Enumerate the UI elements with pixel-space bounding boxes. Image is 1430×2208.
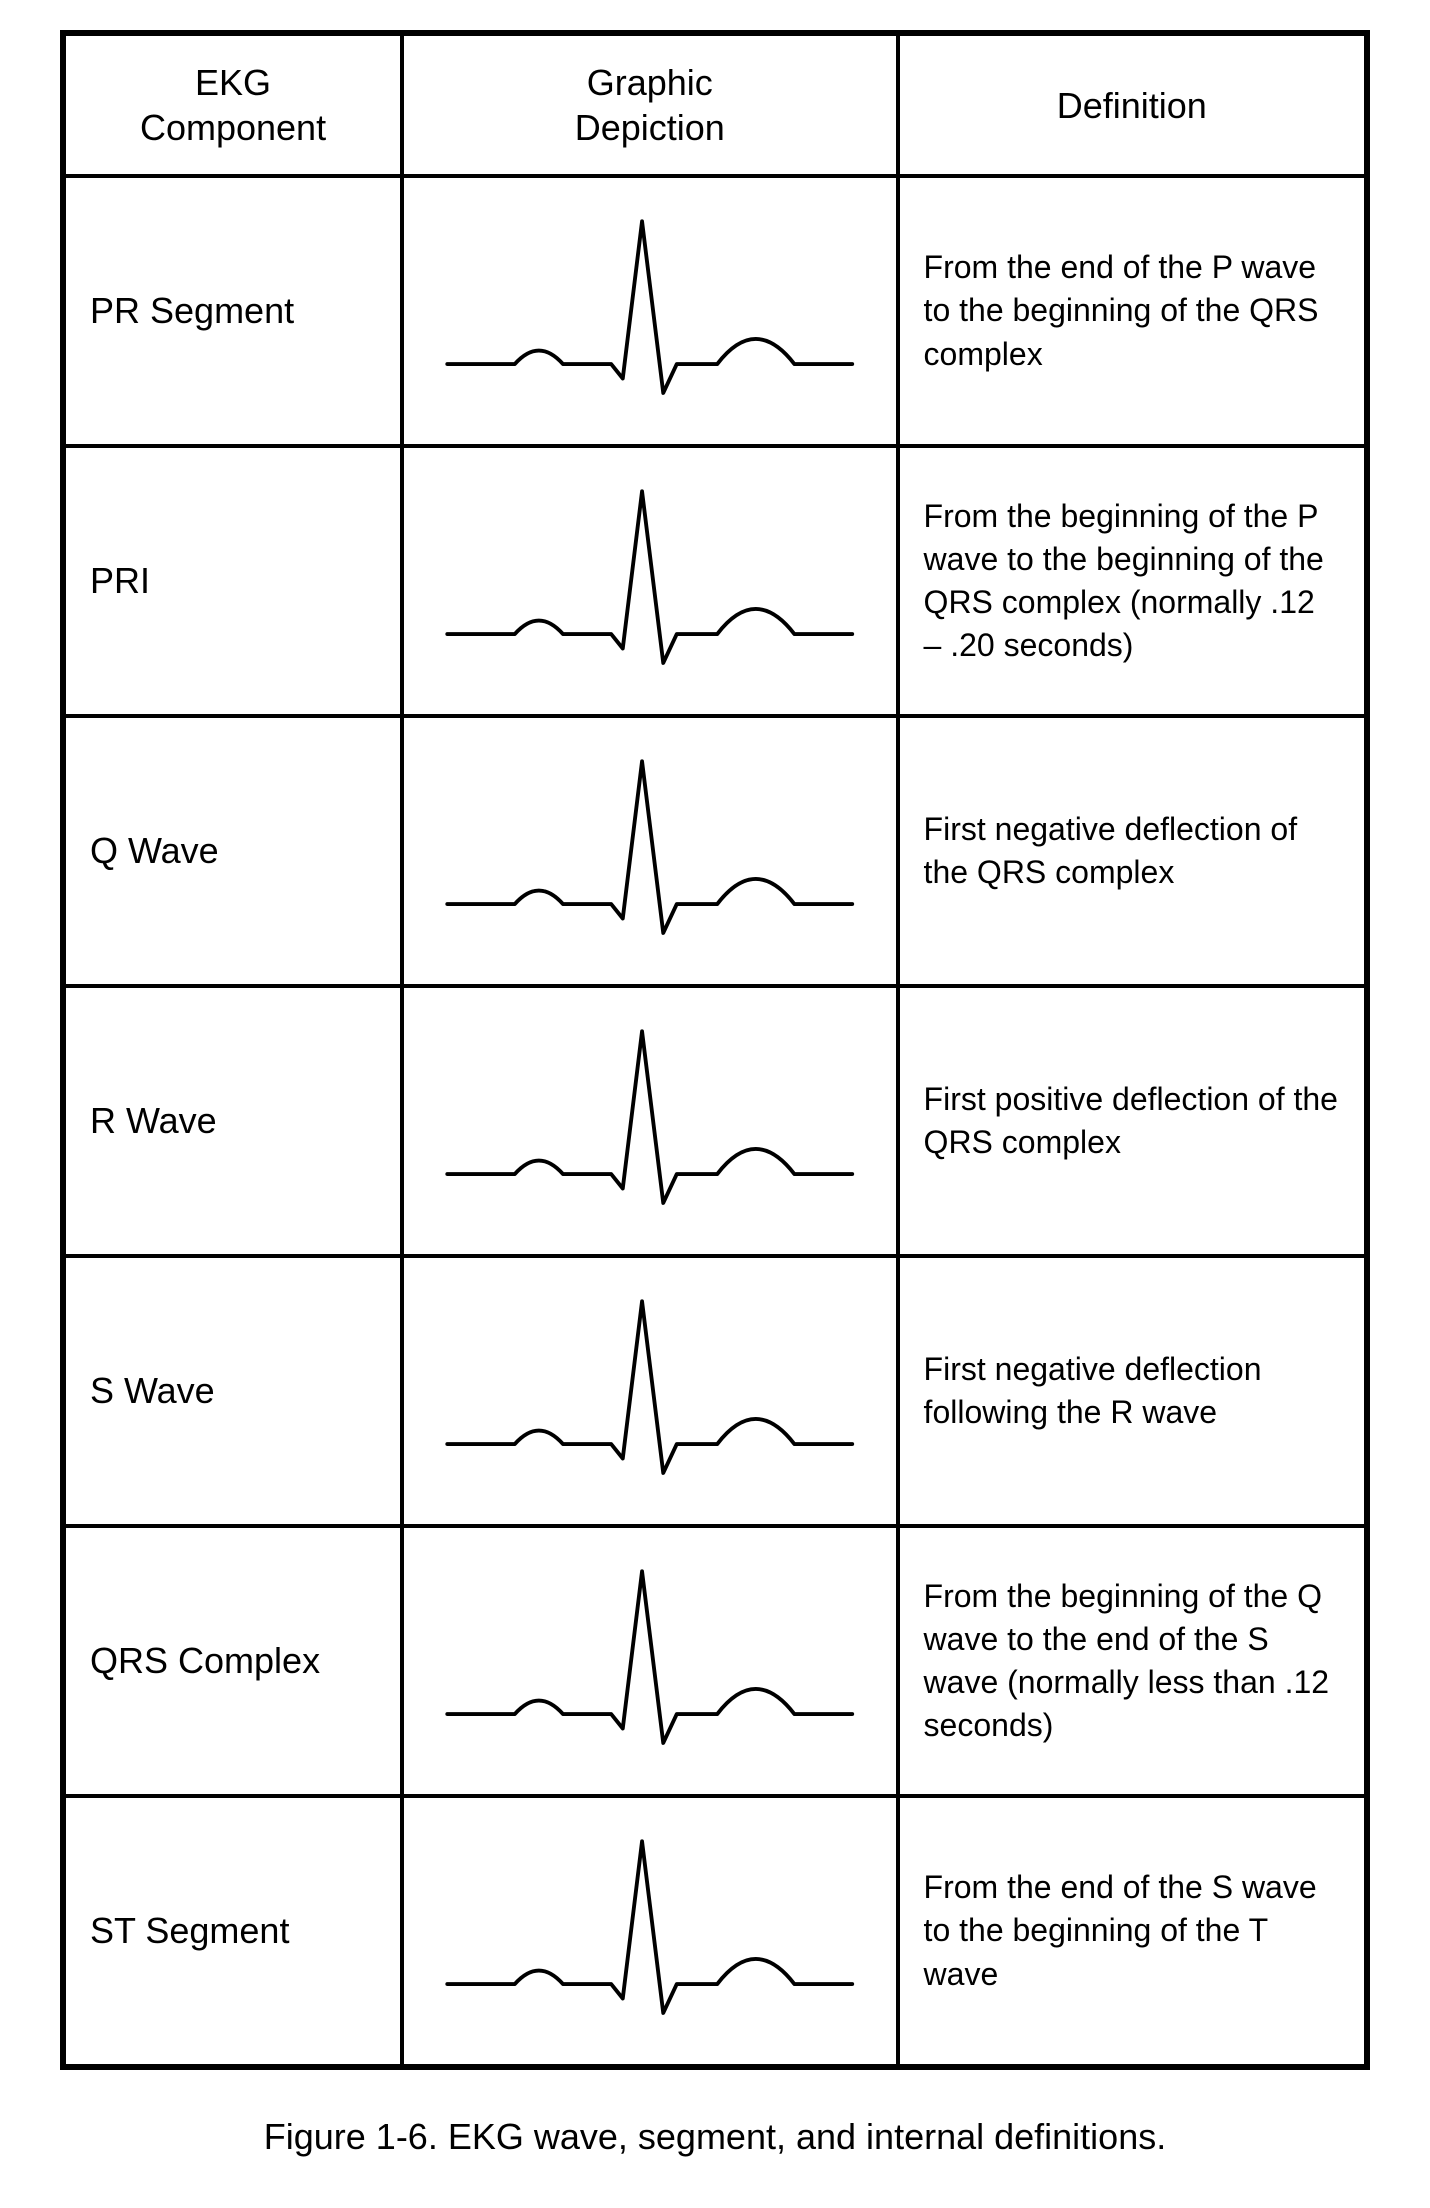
figure-caption: Figure 1-6. EKG wave, segment, and inter… (60, 2070, 1370, 2168)
graphic-cell (402, 446, 898, 716)
definition-cell: First negative deflection of the QRS com… (898, 716, 1367, 986)
table-row: PR Segment From the end of the P wave to… (63, 176, 1367, 446)
ekg-trace (447, 761, 852, 933)
ekg-waveform-icon (428, 736, 872, 966)
component-cell: S Wave (63, 1256, 402, 1526)
table-row: R Wave First positive deflection of the … (63, 986, 1367, 1256)
definition-cell: From the end of the P wave to the beginn… (898, 176, 1367, 446)
component-cell: PR Segment (63, 176, 402, 446)
ekg-components-table: EKGComponent GraphicDepiction Definition… (60, 30, 1370, 2070)
graphic-cell (402, 716, 898, 986)
component-cell: QRS Complex (63, 1526, 402, 1796)
col-header-component-line1: EKGComponent (140, 62, 326, 148)
col-header-graphic: GraphicDepiction (402, 33, 898, 176)
ekg-trace (447, 221, 852, 393)
definition-cell: From the beginning of the Q wave to the … (898, 1526, 1367, 1796)
table-header-row: EKGComponent GraphicDepiction Definition (63, 33, 1367, 176)
ekg-trace (447, 1841, 852, 2013)
col-header-component: EKGComponent (63, 33, 402, 176)
ekg-trace (447, 1571, 852, 1743)
component-cell: Q Wave (63, 716, 402, 986)
definition-cell: First negative deflection following the … (898, 1256, 1367, 1526)
component-cell: R Wave (63, 986, 402, 1256)
ekg-trace (447, 491, 852, 663)
definition-cell: From the end of the S wave to the beginn… (898, 1796, 1367, 2067)
ekg-trace (447, 1031, 852, 1203)
col-header-definition-text: Definition (1057, 85, 1207, 126)
col-header-graphic-line1: GraphicDepiction (575, 62, 725, 148)
ekg-waveform-icon (428, 1546, 872, 1776)
table-row: ST Segment From the end of the S wave to… (63, 1796, 1367, 2067)
graphic-cell (402, 1796, 898, 2067)
graphic-cell (402, 176, 898, 446)
ekg-waveform-icon (428, 1006, 872, 1236)
graphic-cell (402, 1526, 898, 1796)
table-row: Q Wave First negative deflection of the … (63, 716, 1367, 986)
ekg-waveform-icon (428, 1816, 872, 2046)
table-row: S Wave First negative deflection followi… (63, 1256, 1367, 1526)
graphic-cell (402, 986, 898, 1256)
component-text: QRS Complex (90, 1640, 320, 1681)
col-header-definition: Definition (898, 33, 1367, 176)
component-cell: PRI (63, 446, 402, 716)
component-cell: ST Segment (63, 1796, 402, 2067)
definition-cell: From the beginning of the P wave to the … (898, 446, 1367, 716)
definition-cell: First positive deflection of the QRS com… (898, 986, 1367, 1256)
ekg-waveform-icon (428, 196, 872, 426)
ekg-trace (447, 1301, 852, 1473)
graphic-cell (402, 1256, 898, 1526)
ekg-waveform-icon (428, 1276, 872, 1506)
table-row: QRS Complex From the beginning of the Q … (63, 1526, 1367, 1796)
ekg-waveform-icon (428, 466, 872, 696)
table-row: PRI From the beginning of the P wave to … (63, 446, 1367, 716)
